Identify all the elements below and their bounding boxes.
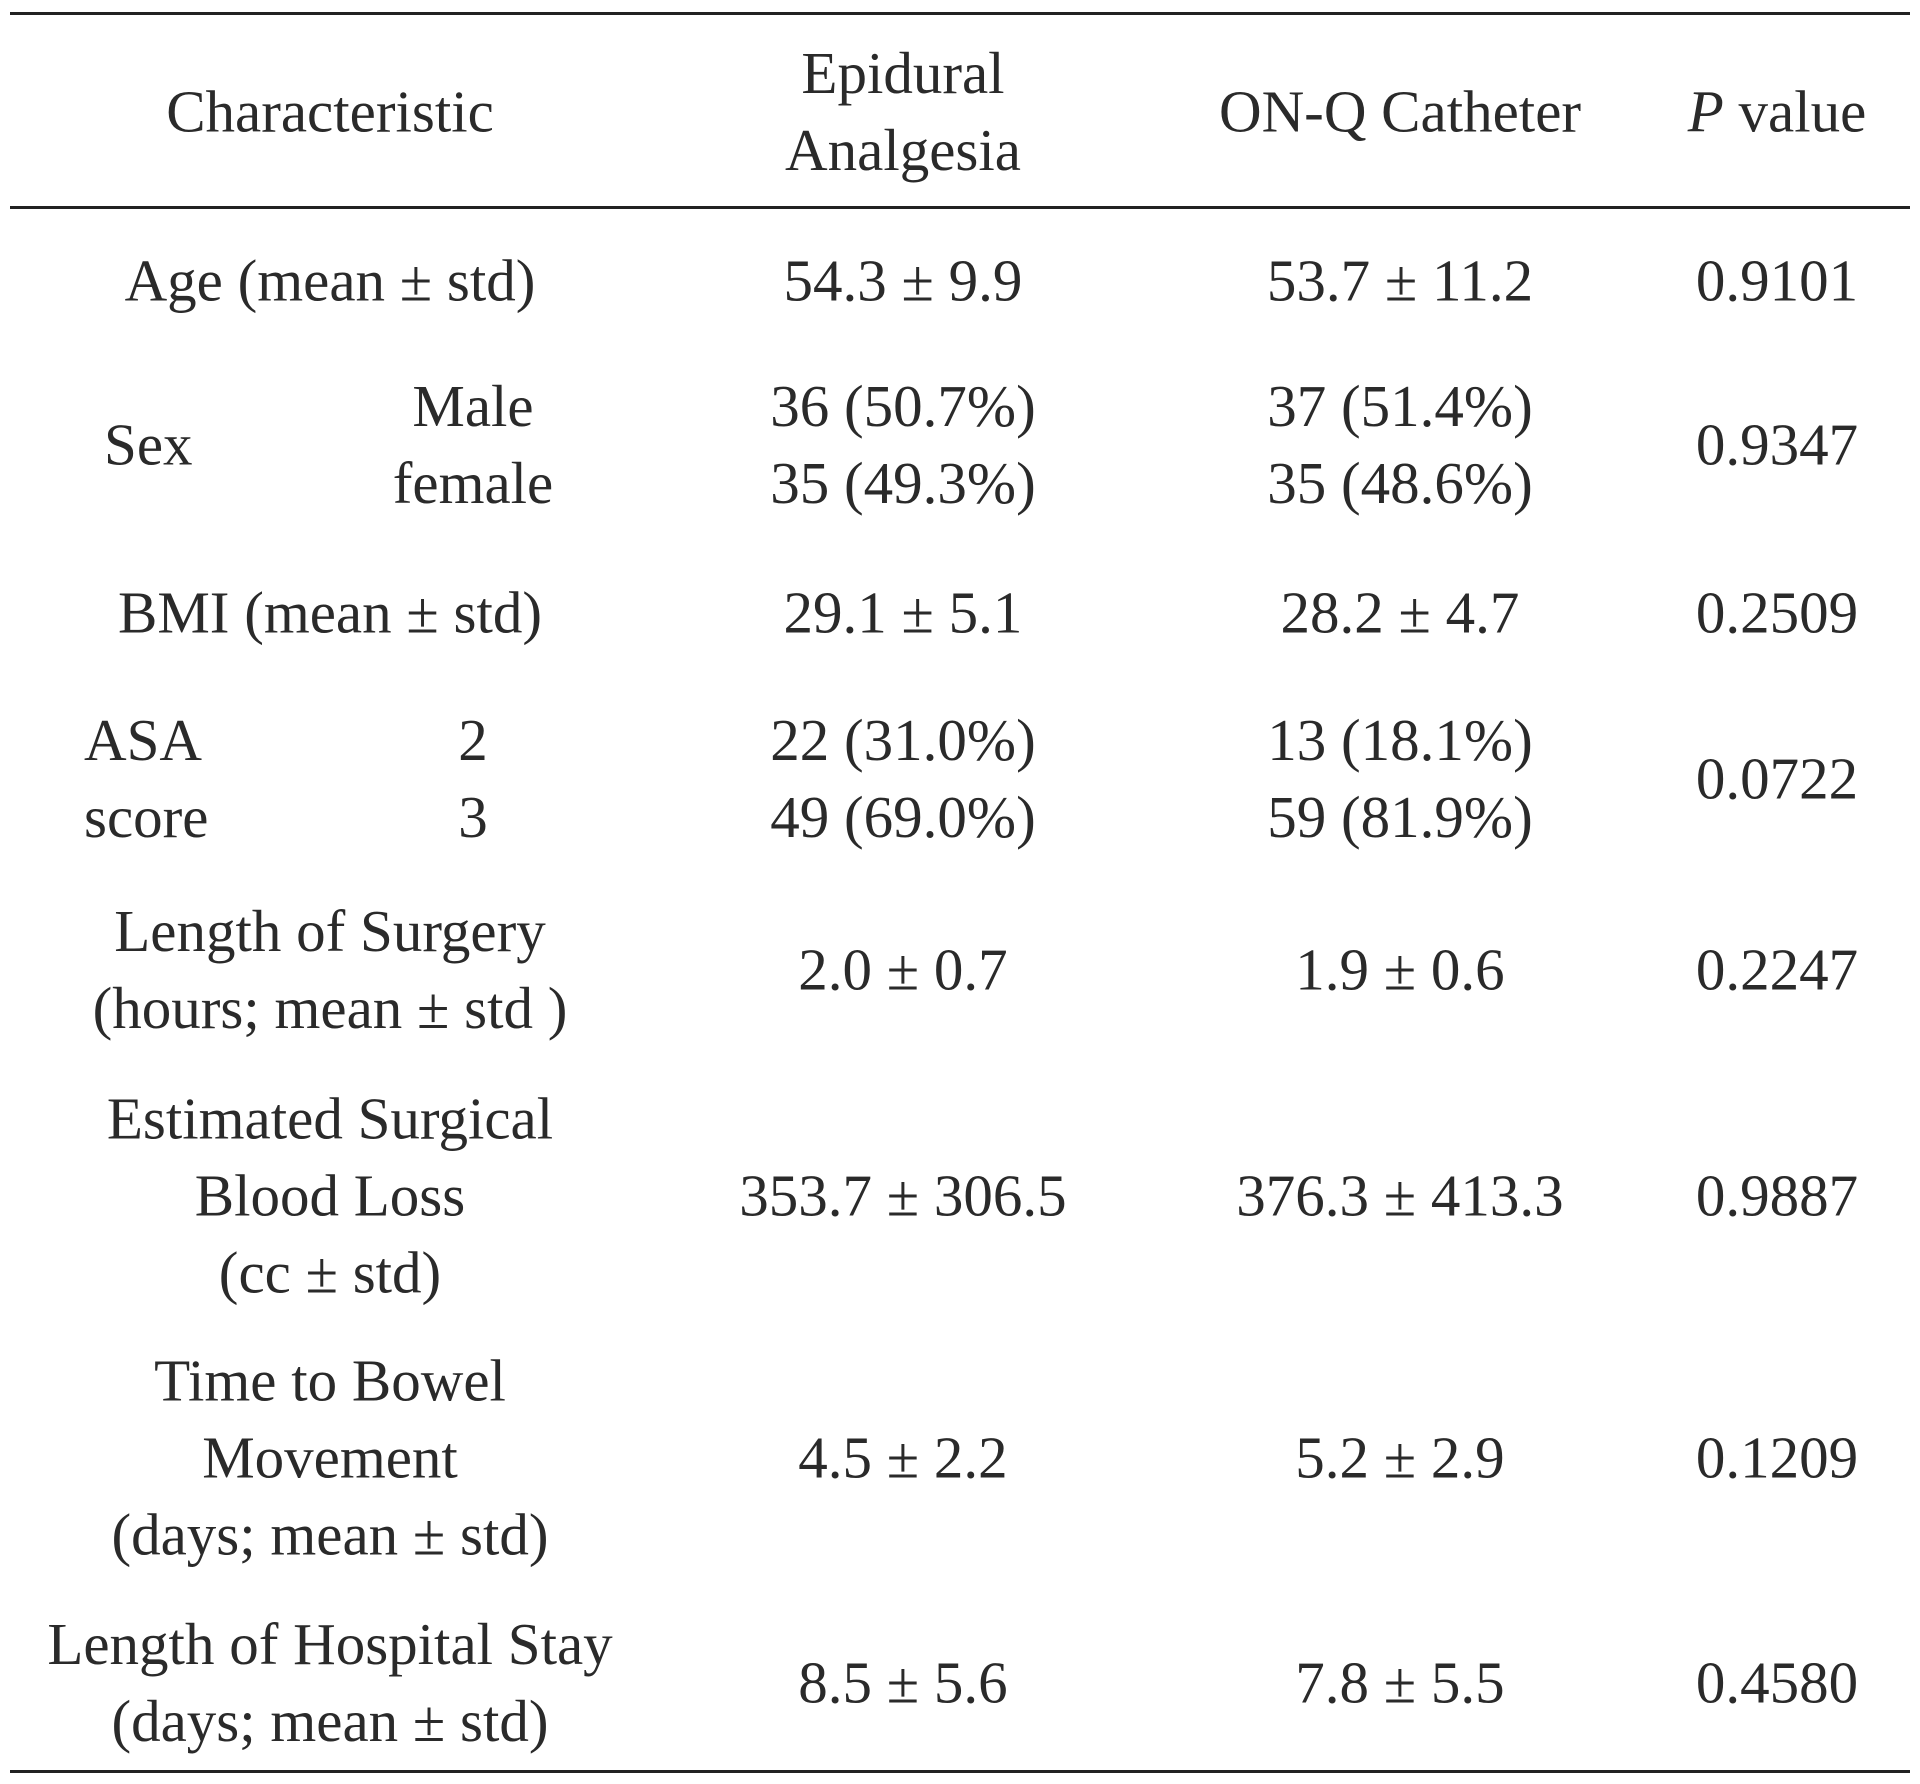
row-sex-sub: Male female	[392, 373, 554, 516]
row-age-onq: 53.7 ± 11.2	[1266, 247, 1534, 314]
row-bmi-onq: 28.2 ± 4.7	[1280, 579, 1520, 646]
table-bottom-rule	[10, 1770, 1910, 1773]
row-stay-onq: 7.8 ± 5.5	[1295, 1649, 1505, 1716]
row-asa-label: ASA score	[84, 707, 209, 850]
row-bowel-epidural: 4.5 ± 2.2	[798, 1424, 1008, 1491]
row-asa-epidural: 22 (31.0%) 49 (69.0%)	[770, 707, 1036, 850]
row-blood-loss-onq: 376.3 ± 413.3	[1236, 1162, 1564, 1229]
row-age-p: 0.9101	[1695, 247, 1859, 314]
row-asa-onq: 13 (18.1%) 59 (81.9%)	[1267, 707, 1533, 850]
row-sex-label: Sex	[104, 411, 193, 478]
row-stay-p: 0.4580	[1695, 1649, 1859, 1716]
row-bowel-onq: 5.2 ± 2.9	[1295, 1424, 1505, 1491]
row-stay-label: Length of Hospital Stay (days; mean ± st…	[47, 1611, 613, 1754]
row-blood-loss-epidural: 353.7 ± 306.5	[739, 1162, 1067, 1229]
header-pvalue: P value	[1687, 78, 1867, 145]
row-sex-onq: 37 (51.4%) 35 (48.6%)	[1267, 373, 1533, 516]
row-bmi-epidural: 29.1 ± 5.1	[783, 579, 1023, 646]
row-blood-loss-p: 0.9887	[1695, 1162, 1859, 1229]
row-age-epidural: 54.3 ± 9.9	[783, 247, 1023, 314]
row-sex-epidural: 36 (50.7%) 35 (49.3%)	[770, 373, 1036, 516]
row-surgery-length-epidural: 2.0 ± 0.7	[798, 936, 1008, 1003]
table-top-rule	[10, 12, 1910, 15]
row-surgery-length-p: 0.2247	[1695, 936, 1859, 1003]
row-surgery-length-onq: 1.9 ± 0.6	[1295, 936, 1505, 1003]
row-stay-epidural: 8.5 ± 5.6	[798, 1649, 1008, 1716]
table-header-rule	[10, 206, 1910, 209]
row-surgery-length-label: Length of Surgery (hours; mean ± std )	[92, 898, 568, 1041]
row-age-label: Age (mean ± std)	[124, 247, 536, 314]
row-bowel-label: Time to Bowel Movement (days; mean ± std…	[111, 1347, 549, 1568]
row-bmi-label: BMI (mean ± std)	[117, 579, 543, 646]
row-bowel-p: 0.1209	[1695, 1424, 1859, 1491]
row-bmi-p: 0.2509	[1695, 579, 1859, 646]
row-blood-loss-label: Estimated Surgical Blood Loss (cc ± std)	[106, 1085, 554, 1306]
row-sex-p: 0.9347	[1695, 411, 1859, 478]
row-asa-sub: 2 3	[458, 707, 488, 850]
header-onq: ON-Q Catheter	[1218, 78, 1582, 145]
header-epidural: Epidural Analgesia	[785, 40, 1021, 183]
row-asa-p: 0.0722	[1695, 745, 1859, 812]
header-characteristic: Characteristic	[166, 78, 494, 145]
